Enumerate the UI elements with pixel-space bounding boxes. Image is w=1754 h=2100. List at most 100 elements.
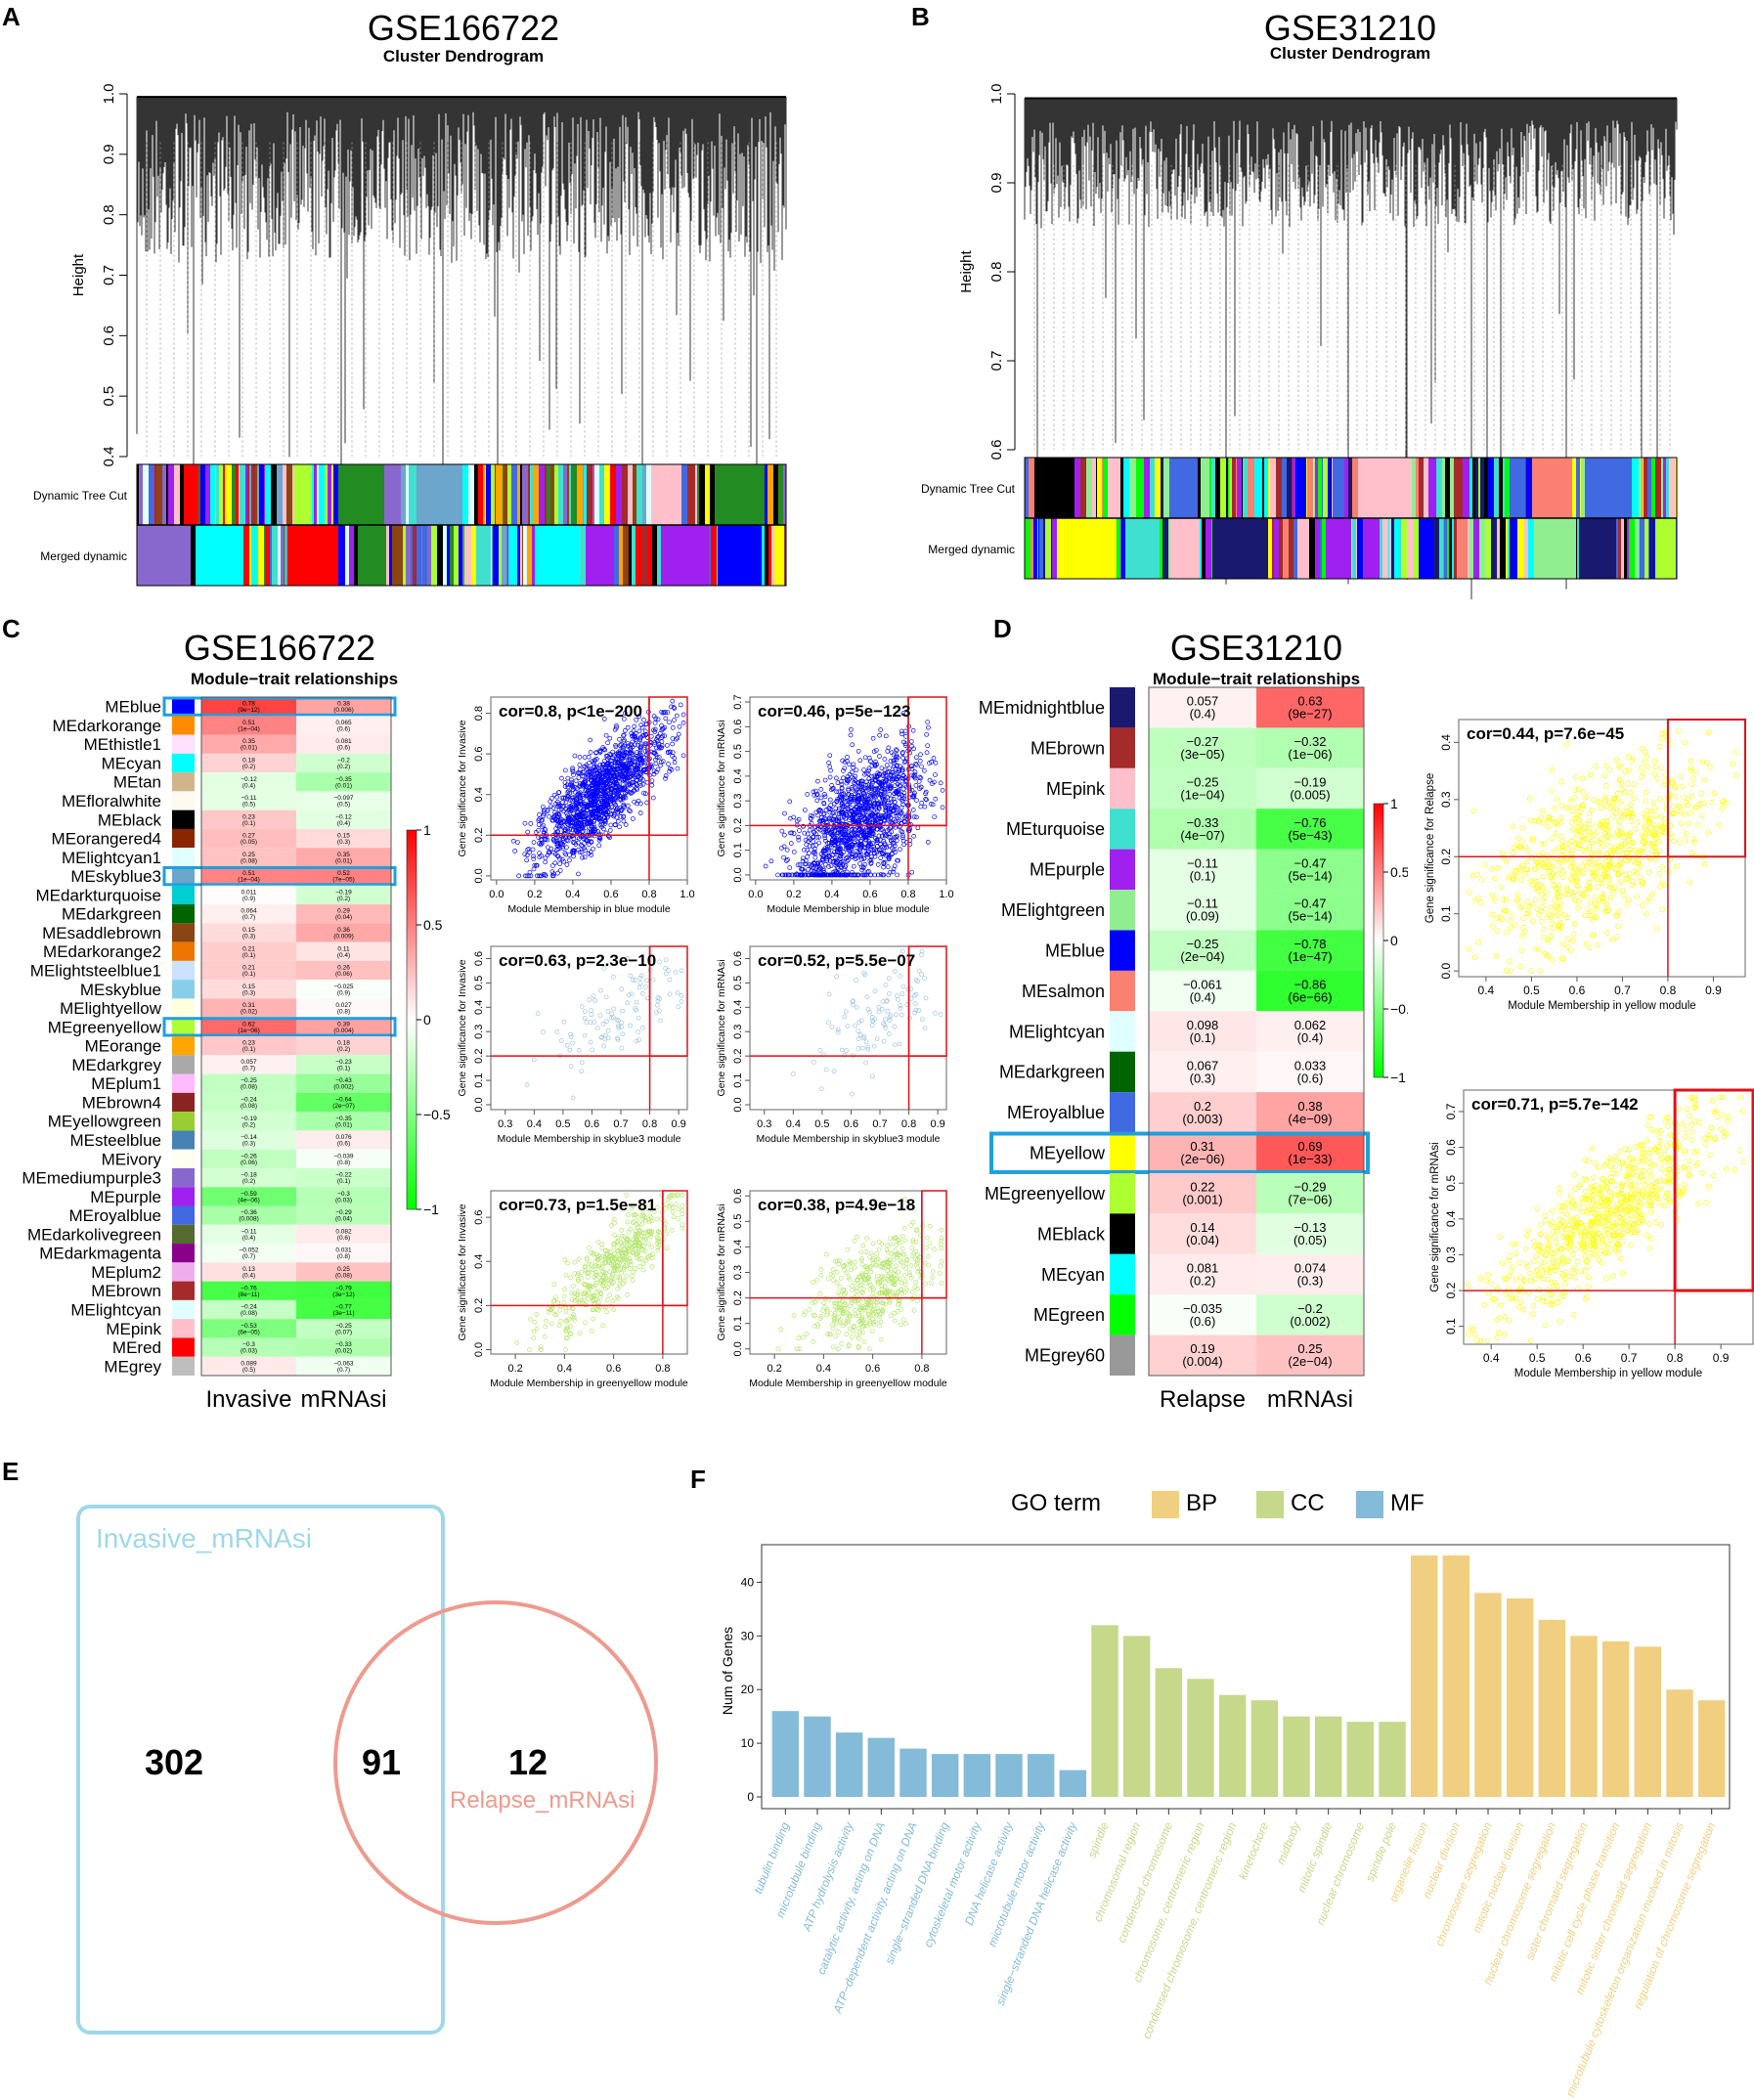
module-color-swatch (1110, 890, 1135, 931)
data-point (899, 809, 904, 815)
module-color-stripe (1577, 458, 1580, 518)
data-point (845, 807, 851, 812)
module-color-stripe (389, 525, 392, 586)
correlation-value: 0.18 (337, 1040, 350, 1047)
correlation-cell (201, 941, 296, 961)
data-point (584, 763, 590, 767)
module-label: MEgrey (104, 1357, 161, 1376)
data-point (653, 761, 659, 766)
correlation-pvalue: (0.006) (333, 707, 354, 714)
correlation-value: −0.47 (1294, 897, 1327, 911)
module-color-stripe (413, 525, 417, 586)
data-point (894, 838, 899, 843)
module-color-stripe (1348, 458, 1352, 518)
module-color-swatch (1110, 1092, 1135, 1133)
module-color-stripe (331, 464, 333, 525)
data-point (848, 824, 854, 829)
module-color-stripe (1206, 518, 1211, 579)
data-point (664, 743, 670, 748)
data-point (570, 767, 575, 773)
data-point (531, 840, 537, 845)
data-point (768, 858, 774, 864)
module-color-stripe (1212, 518, 1268, 579)
module-color-stripe (406, 525, 411, 586)
module-color-stripe (1655, 518, 1676, 579)
correlation-value: 0.15 (337, 833, 350, 840)
correlation-cell (1256, 1132, 1364, 1173)
correlation-value: 0.29 (337, 908, 350, 915)
module-color-stripe (1450, 458, 1454, 518)
module-color-stripe (1447, 518, 1449, 579)
data-point (795, 862, 801, 868)
data-point (900, 711, 906, 716)
data-point (821, 815, 827, 821)
data-point (623, 795, 629, 801)
correlation-pvalue: (2e−04) (1180, 949, 1224, 964)
module-color-stripe (717, 525, 718, 586)
data-point (847, 792, 852, 798)
data-point (636, 728, 642, 734)
data-point (851, 811, 856, 817)
correlation-pvalue: (6e−66) (1288, 990, 1332, 1005)
correlation-cell (201, 923, 296, 942)
data-point (899, 805, 904, 810)
module-label: MEtan (113, 773, 161, 792)
data-point (568, 807, 574, 812)
data-point (816, 867, 821, 872)
module-color-stripe (462, 525, 464, 586)
correlation-cell (201, 828, 296, 849)
correlation-value: −0.12 (241, 776, 257, 783)
module-color-stripe (784, 525, 786, 586)
module-color-stripe (1086, 458, 1092, 518)
data-point (911, 794, 917, 799)
data-point (523, 873, 528, 879)
data-point (583, 780, 588, 785)
data-point (873, 777, 879, 782)
data-point (553, 801, 558, 807)
data-point (846, 786, 851, 792)
correlation-pvalue: (0.5) (242, 1367, 255, 1374)
data-point (840, 758, 846, 764)
data-point (626, 781, 632, 787)
data-point (554, 794, 560, 800)
heatmap-d: MEmidnightblue 0.057(0.4)0.63(9e−27)MEbro… (979, 686, 1408, 1413)
module-color-stripe (1097, 458, 1102, 518)
module-color-stripe (1444, 518, 1447, 579)
data-point (630, 744, 636, 750)
data-point (894, 748, 899, 754)
module-color-stripe (633, 464, 636, 525)
module-color-stripe (1627, 518, 1629, 579)
correlation-pvalue: (0.5) (337, 802, 350, 809)
data-point (892, 843, 898, 849)
data-point (833, 806, 839, 811)
data-point (622, 787, 627, 793)
data-point (822, 861, 828, 867)
correlation-pvalue: (7e−05) (332, 877, 355, 884)
data-point (858, 812, 863, 818)
data-point (574, 806, 579, 810)
data-point (812, 854, 818, 860)
module-color-stripe (594, 464, 599, 525)
data-point (525, 847, 530, 853)
module-label: MEorangered4 (52, 830, 161, 849)
module-color-stripe (1661, 458, 1663, 518)
correlation-pvalue: (4e−09) (1288, 1112, 1332, 1126)
data-point (660, 726, 665, 731)
module-color-stripe (1254, 458, 1256, 518)
data-point (871, 773, 877, 779)
data-point (912, 790, 917, 796)
module-color-stripe (1043, 518, 1045, 579)
data-point (651, 750, 656, 756)
data-point (608, 767, 614, 772)
module-color-swatch (172, 809, 195, 829)
correlation-pvalue: (0.6) (337, 1235, 350, 1242)
data-point (843, 821, 848, 827)
module-color-stripe (1666, 458, 1669, 518)
data-point (886, 800, 892, 806)
module-color-stripe (1138, 458, 1144, 518)
data-point (515, 840, 520, 845)
data-point (612, 781, 617, 786)
module-color-stripe (1248, 458, 1250, 518)
correlation-pvalue: (4e−07) (1180, 828, 1224, 843)
module-color-stripe (1651, 458, 1655, 518)
